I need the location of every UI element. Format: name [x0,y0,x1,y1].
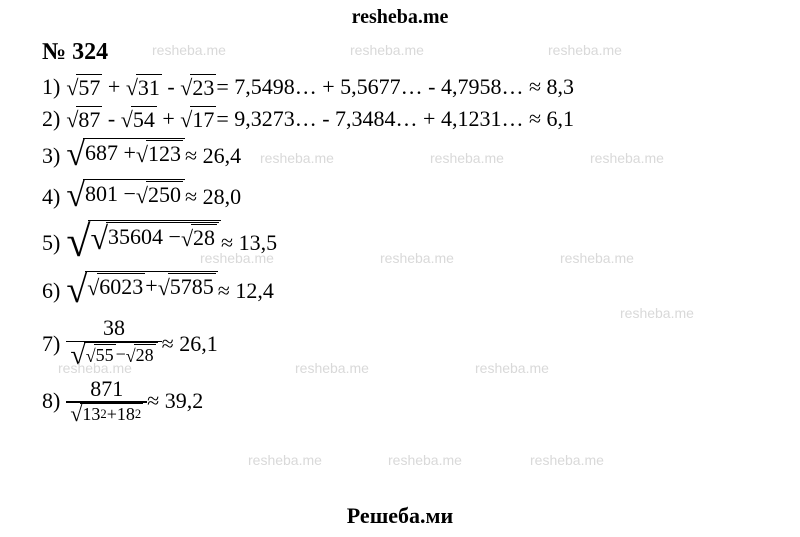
radicand: 31 [136,74,162,100]
radicand: 5785 [168,273,216,299]
sqrt-expr: √87 [66,106,102,132]
radicand: √55 − √28 [84,342,158,366]
result-text: = 9,3273… - 7,3484… + 4,1231… ≈ 6,1 [216,106,574,132]
radicand: 687 + √123 [83,138,185,166]
solution-line-8: 8) 871 √ 132 + 182 ≈ 39,2 [42,377,758,426]
radicand: 23 [190,74,216,100]
text: 35604 − [108,225,181,249]
sqrt-expr: √17 [180,106,216,132]
item-number: 8) [42,388,60,414]
radicand: 87 [76,106,102,132]
result-text: ≈ 26,1 [162,331,218,357]
sqrt-mid: √ 35604 − √28 [90,222,219,255]
radicand: 801 − √250 [83,179,185,207]
item-number: 2) [42,106,60,132]
result-text: ≈ 12,4 [218,278,274,304]
base: 18 [117,405,135,425]
op-plus: + [102,74,125,100]
op-minus: - [162,74,180,100]
text: 687 + [85,141,136,165]
sqrt-outer: √ √6023 + √5785 [66,271,217,310]
base: 13 [82,405,100,425]
result-text: ≈ 39,2 [147,388,203,414]
page-header: resheba.me [0,0,800,29]
sqrt-inner: √28 [181,224,217,250]
watermark: resheba.me [530,452,604,468]
radicand: 35604 − √28 [106,222,219,250]
radicand: √6023 + √5785 [85,271,218,299]
page-footer: Решеба.ми [0,503,800,529]
radicand: 55 [94,344,116,366]
exponent: 2 [135,408,141,422]
op-minus: - [102,106,120,132]
text: 801 − [85,182,136,206]
item-number: 6) [42,278,60,304]
item-number: 5) [42,230,60,256]
content-area: № 324 1) √57 + √31 - √23 = 7,5498… + 5,5… [0,29,800,426]
radicand: √ 35604 − √28 [88,220,221,255]
problem-number: № 324 [42,39,758,66]
item-number: 3) [42,143,60,169]
op-minus: − [116,345,126,365]
sqrt-inner: √55 [86,344,116,366]
sqrt-expr: √ 132 + 182 [70,403,143,426]
sqrt-outer: √ √ 35604 − √28 [66,220,221,265]
sqrt-inner: √6023 [87,273,145,299]
radicand: 28 [134,344,156,366]
watermark: resheba.me [388,452,462,468]
solution-line-7: 7) 38 √ √55 − √28 ≈ 26,1 [42,316,758,371]
sqrt-inner: √250 [136,181,183,207]
result-text: ≈ 26,4 [185,143,241,169]
op-plus: + [145,274,157,298]
radicand: 132 + 182 [80,403,143,425]
solution-line-6: 6) √ √6023 + √5785 ≈ 12,4 [42,271,758,310]
fraction: 38 √ √55 − √28 [66,316,161,371]
sqrt-inner: √123 [136,140,183,166]
radicand: 17 [190,106,216,132]
denominator: √ √55 − √28 [66,342,161,371]
solution-line-5: 5) √ √ 35604 − √28 ≈ 13,5 [42,220,758,265]
sqrt-outer: √ 687 + √123 [66,138,185,173]
op-plus: + [107,405,117,425]
sqrt-inner: √5785 [158,273,216,299]
radicand: 123 [146,140,183,166]
denominator: √ 132 + 182 [66,403,147,426]
radical-icon: √ [66,271,87,310]
item-number: 1) [42,74,60,100]
radical-icon: √ [66,220,90,265]
radicand: 250 [146,181,183,207]
result-text: = 7,5498… + 5,5677… - 4,7958… ≈ 8,3 [216,74,574,100]
solution-line-3: 3) √ 687 + √123 ≈ 26,4 [42,138,758,173]
fraction: 871 √ 132 + 182 [66,377,147,426]
sqrt-expr: √23 [180,74,216,100]
sqrt-expr: √54 [121,106,157,132]
solution-line-1: 1) √57 + √31 - √23 = 7,5498… + 5,5677… -… [42,74,758,100]
radicand: 6023 [97,273,145,299]
result-text: ≈ 13,5 [221,230,277,256]
sqrt-inner: √28 [126,344,156,366]
numerator: 38 [99,316,129,340]
op-plus: + [157,106,180,132]
radicand: 28 [191,224,217,250]
sqrt-expr: √31 [126,74,162,100]
sqrt-expr: √57 [66,74,102,100]
sqrt-outer: √ √55 − √28 [70,342,157,371]
solution-line-2: 2) √87 - √54 + √17 = 9,3273… - 7,3484… +… [42,106,758,132]
numerator: 871 [86,377,127,401]
radicand: 54 [131,106,157,132]
sqrt-outer: √ 801 − √250 [66,179,185,214]
result-text: ≈ 28,0 [185,184,241,210]
radicand: 57 [76,74,102,100]
solution-line-4: 4) √ 801 − √250 ≈ 28,0 [42,179,758,214]
item-number: 7) [42,331,60,357]
item-number: 4) [42,184,60,210]
watermark: resheba.me [248,452,322,468]
